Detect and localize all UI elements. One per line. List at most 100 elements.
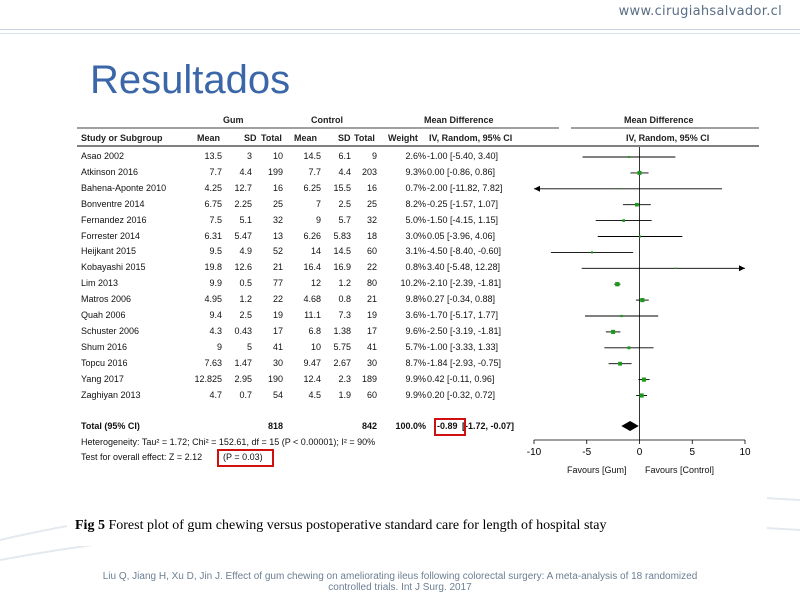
study-c-sd: 1.2 bbox=[338, 278, 351, 289]
study-c-n: 22 bbox=[366, 262, 377, 273]
total-ctl-n: 842 bbox=[361, 421, 377, 431]
slide-title: Resultados bbox=[90, 58, 291, 102]
study-ci: -1.70 [-5.17, 1.77] bbox=[427, 310, 499, 320]
point-estimate bbox=[640, 298, 645, 303]
overall-p-highlight bbox=[217, 449, 274, 467]
study-g-mean: 13.5 bbox=[204, 151, 222, 161]
study-weight: 10.2% bbox=[400, 278, 426, 289]
study-c-sd: 5.83 bbox=[333, 230, 351, 241]
study-c-mean: 9 bbox=[315, 214, 321, 225]
study-g-sd: 5 bbox=[246, 341, 252, 352]
study-c-sd: 7.3 bbox=[338, 310, 351, 320]
study-c-n: 18 bbox=[366, 230, 377, 241]
point-estimate bbox=[637, 170, 642, 175]
study-c-n: 203 bbox=[361, 166, 377, 177]
study-ci: -2.00 [-11.82, 7.82] bbox=[427, 182, 503, 193]
favours-gum-label: Favours [Gum] bbox=[567, 465, 627, 475]
study-ci: 0.05 [-3.96, 4.06] bbox=[427, 230, 496, 241]
study-name: Forrester 2014 bbox=[81, 230, 141, 241]
study-c-sd: 14.5 bbox=[333, 246, 351, 257]
study-c-sd: 5.7 bbox=[338, 214, 351, 225]
study-g-sd: 0.43 bbox=[234, 325, 252, 336]
study-weight: 9.9% bbox=[405, 373, 426, 384]
study-c-n: 189 bbox=[361, 373, 377, 384]
total-md-highlight bbox=[434, 418, 466, 436]
x-tick-label: 10 bbox=[739, 447, 751, 458]
study-c-mean: 4.68 bbox=[303, 294, 321, 305]
point-estimate bbox=[635, 202, 639, 207]
study-g-mean: 12.825 bbox=[194, 373, 222, 384]
study-g-n: 32 bbox=[272, 214, 283, 225]
study-g-n: 19 bbox=[272, 310, 283, 320]
study-g-sd: 4.9 bbox=[239, 246, 252, 257]
study-c-mean: 12.4 bbox=[303, 373, 321, 384]
overall-effect-text: Test for overall effect: Z = 2.12 bbox=[81, 452, 203, 462]
study-name: Asao 2002 bbox=[81, 151, 125, 161]
study-c-sd: 1.9 bbox=[338, 389, 351, 400]
study-name: Matros 2006 bbox=[81, 294, 132, 305]
study-c-n: 60 bbox=[366, 389, 377, 400]
point-estimate bbox=[641, 377, 647, 382]
study-weight: 9.8% bbox=[405, 294, 426, 305]
study-c-n: 41 bbox=[366, 341, 377, 352]
total-gum-n: 818 bbox=[267, 421, 283, 431]
study-c-n: 80 bbox=[366, 278, 377, 289]
study-g-sd: 0.7 bbox=[239, 389, 252, 400]
point-estimate bbox=[674, 267, 677, 270]
top-divider bbox=[0, 29, 800, 30]
study-g-sd: 12.6 bbox=[234, 262, 252, 273]
study-name: Topcu 2016 bbox=[81, 357, 128, 368]
study-weight: 0.8% bbox=[405, 262, 426, 273]
x-tick-label: -5 bbox=[582, 447, 591, 458]
study-c-mean: 6.25 bbox=[303, 182, 321, 193]
top-divider-2 bbox=[0, 33, 800, 34]
study-name: Shum 2016 bbox=[81, 341, 128, 352]
study-g-sd: 3 bbox=[246, 151, 252, 161]
study-g-sd: 1.47 bbox=[234, 357, 252, 368]
study-ci: 3.40 [-5.48, 12.28] bbox=[427, 262, 501, 273]
study-c-n: 60 bbox=[366, 246, 377, 257]
header-gum-mean: Mean bbox=[197, 133, 221, 143]
forest-plot-figure: -10 -5 0 5 10 Gum Control Mean Difference Me… bbox=[67, 110, 767, 546]
study-g-n: 21 bbox=[272, 262, 283, 273]
study-g-n: 17 bbox=[272, 325, 283, 336]
study-ci: -2.10 [-2.39, -1.81] bbox=[427, 278, 502, 289]
point-estimate bbox=[618, 361, 622, 366]
citation: Liu Q, Jiang H, Xu D, Jin J. Effect of g… bbox=[102, 571, 698, 593]
study-c-mean: 6.8 bbox=[308, 325, 321, 336]
study-c-n: 9 bbox=[371, 151, 377, 161]
study-g-n: 52 bbox=[272, 246, 283, 257]
study-c-sd: 1.38 bbox=[333, 325, 351, 336]
study-c-sd: 16.9 bbox=[333, 262, 351, 273]
study-g-n: 41 bbox=[272, 341, 283, 352]
header-ctl-mean: Mean bbox=[294, 133, 318, 143]
study-c-mean: 16.4 bbox=[303, 262, 321, 273]
study-g-n: 190 bbox=[267, 373, 283, 384]
study-c-n: 32 bbox=[366, 214, 377, 225]
study-g-mean: 9.5 bbox=[209, 246, 222, 257]
point-estimate bbox=[615, 282, 620, 287]
study-ci: -4.50 [-8.40, -0.60] bbox=[427, 246, 502, 257]
study-g-n: 13 bbox=[272, 230, 283, 241]
study-weight: 5.0% bbox=[405, 214, 426, 225]
study-g-sd: 2.95 bbox=[234, 373, 252, 384]
study-ci: 0.00 [-0.86, 0.86] bbox=[427, 166, 496, 177]
study-g-sd: 5.47 bbox=[234, 230, 252, 241]
study-c-sd: 4.4 bbox=[338, 166, 351, 177]
header-plot-2: IV, Random, 95% CI bbox=[626, 133, 710, 143]
caption-text: Forest plot of gum chewing versus postop… bbox=[104, 518, 607, 533]
study-name: Kobayashi 2015 bbox=[81, 262, 146, 273]
point-estimate bbox=[590, 251, 594, 254]
point-estimate bbox=[611, 329, 616, 334]
study-c-n: 16 bbox=[366, 182, 377, 193]
point-estimate bbox=[639, 393, 644, 398]
study-weight: 5.7% bbox=[405, 341, 426, 352]
study-g-mean: 4.25 bbox=[204, 182, 222, 193]
study-c-mean: 6.26 bbox=[303, 230, 321, 241]
study-c-mean: 11.1 bbox=[304, 310, 321, 320]
study-g-mean: 7.5 bbox=[209, 214, 222, 225]
study-name: Yang 2017 bbox=[81, 373, 124, 384]
forest-plot-svg: -10 -5 0 5 10 bbox=[77, 127, 759, 458]
ci-arrow-left bbox=[534, 185, 540, 192]
caption-label: Fig 5 bbox=[75, 518, 105, 533]
